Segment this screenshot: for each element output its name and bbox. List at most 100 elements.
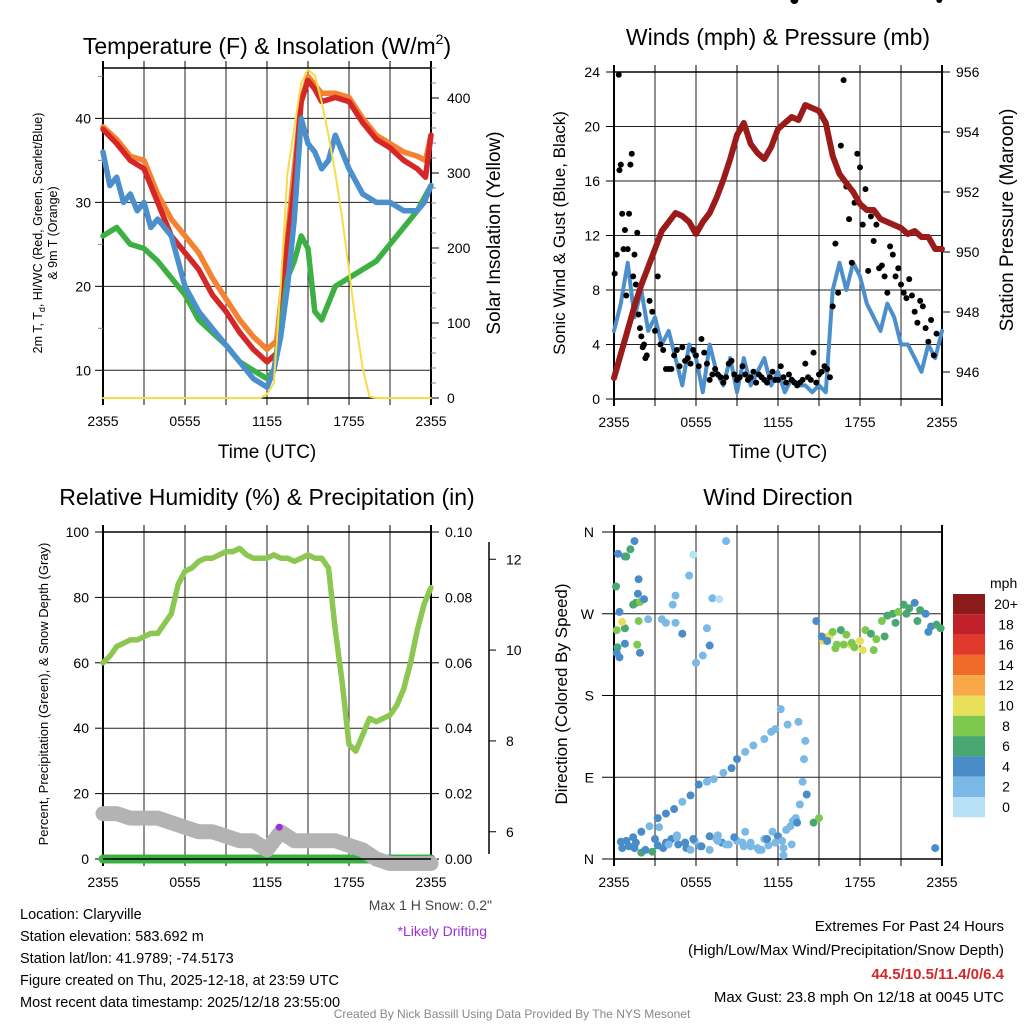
gust-point — [652, 327, 658, 334]
x-tick-label: 2355 — [926, 414, 957, 430]
wind-direction-point — [620, 639, 629, 648]
elevation-text: Station elevation: 583.692 m — [20, 929, 204, 945]
x-tick-label: 1755 — [844, 414, 875, 430]
y2-tick-label: 956 — [956, 64, 980, 80]
gust-point — [684, 355, 691, 362]
wind-direction-point — [746, 842, 755, 851]
wind-direction-point — [708, 594, 717, 603]
wind-direction-point — [681, 838, 690, 847]
gust-point — [783, 379, 790, 386]
wind-direction-point — [823, 637, 832, 645]
temperature-chart-title: Temperature (F) & Insolation (W/m2) — [83, 31, 451, 59]
wind-direction-point — [644, 615, 653, 624]
gust-point — [867, 213, 874, 220]
gust-point — [900, 289, 907, 296]
gust-point — [636, 325, 643, 332]
likely-drifting-annotation: *Likely Drifting — [398, 923, 487, 939]
wind-direction-point — [730, 833, 739, 842]
extremes-title: Extremes For Past 24 Hours — [814, 918, 1004, 935]
gust-point — [626, 210, 633, 217]
gust-point — [919, 303, 926, 310]
wind-direction-point — [633, 589, 642, 598]
gust-point — [873, 221, 880, 228]
wind-direction-point — [689, 550, 698, 559]
y-tick-label: 0 — [81, 851, 89, 867]
gust-point — [848, 259, 855, 266]
wind-direction-point — [783, 720, 792, 729]
extremes-subtitle: (High/Low/Max Wind/Precipitation/Snow De… — [688, 942, 1004, 959]
gust-point — [638, 333, 645, 340]
gust-point — [695, 363, 702, 370]
wind-direction-point — [702, 624, 711, 633]
wind-direction-point — [692, 658, 700, 667]
y-tick-label: 8 — [592, 282, 600, 298]
wind-direction-point — [620, 624, 629, 633]
x-tick-label: 1755 — [333, 874, 364, 890]
legend-swatch — [953, 776, 985, 797]
gust-point — [840, 77, 847, 84]
wind-direction-point — [763, 835, 772, 844]
x-tick-label: 2355 — [598, 874, 629, 890]
gust-point — [627, 161, 634, 168]
gust-point — [780, 374, 787, 381]
y-tick-label: 16 — [584, 173, 600, 189]
y2-tick-label: 0.02 — [445, 786, 472, 802]
gust-point — [750, 368, 757, 375]
wind-direction-point — [768, 827, 777, 836]
wind-direction-point — [795, 800, 804, 809]
legend-label: 10 — [998, 698, 1014, 714]
x-tick-label: 2355 — [926, 874, 957, 890]
gust-point — [698, 336, 705, 343]
gust-point — [673, 346, 680, 353]
y3-tick-label: 6 — [506, 824, 514, 840]
gust-point — [826, 374, 833, 381]
wind-direction-point — [625, 842, 634, 851]
wind-direction-point — [910, 598, 919, 607]
wind-direction-point — [749, 741, 758, 750]
legend-label: 18 — [998, 616, 1014, 632]
wind-direction-point — [809, 818, 818, 827]
x-tick-label: 1155 — [763, 874, 793, 890]
y-tick-label: 30 — [75, 194, 91, 210]
gust-point — [925, 338, 932, 345]
wind-direction-point — [787, 840, 796, 849]
wind-direction-point — [858, 646, 867, 655]
gust-point — [887, 243, 894, 250]
gust-point — [623, 292, 630, 299]
wind-direction-point — [839, 640, 848, 649]
wind-direction-point — [877, 617, 886, 626]
wind-direction-point — [733, 755, 741, 764]
wind-direction-point — [836, 626, 845, 635]
gust-point — [717, 374, 724, 381]
wind-direction-point — [828, 627, 837, 636]
wind-direction-point — [936, 624, 945, 633]
gust-point — [620, 246, 627, 253]
wind-direction-point — [630, 537, 639, 546]
chart-marks: 2355 0555 1155 1755 235510203040010020030040… — [66, 0, 1018, 890]
series-solar-insolation — [102, 68, 432, 399]
gust-point — [712, 366, 719, 373]
gust-point — [933, 330, 940, 337]
wind-direction-point — [921, 609, 930, 618]
legend-label: 16 — [998, 637, 1014, 653]
gust-point — [621, 227, 628, 234]
wind-direction-point — [653, 814, 662, 823]
y2-tick-label: 950 — [956, 244, 980, 260]
drifting-point — [275, 823, 283, 831]
wind-direction-point — [727, 764, 736, 773]
wind-direction-point — [678, 629, 687, 638]
wind-direction-point — [641, 845, 650, 854]
wind-direction-point — [674, 840, 683, 849]
y2-tick-label: 100 — [447, 315, 471, 331]
y2-tick-label: 0 — [447, 390, 455, 406]
humidity-chart-title: Relative Humidity (%) & Precipitation (i… — [59, 484, 474, 510]
y-tick-label: 20 — [73, 786, 89, 802]
y3-tick-label: 12 — [506, 551, 522, 567]
x-tick-label: 1755 — [844, 874, 875, 890]
wind-direction-point — [722, 537, 731, 546]
wind-direction-point — [686, 845, 695, 854]
gust-point — [703, 360, 710, 367]
winds-y2-label: Station Pressure (Maroon) — [997, 109, 1018, 332]
gust-point — [616, 167, 623, 174]
wind-direction-point — [685, 571, 694, 580]
